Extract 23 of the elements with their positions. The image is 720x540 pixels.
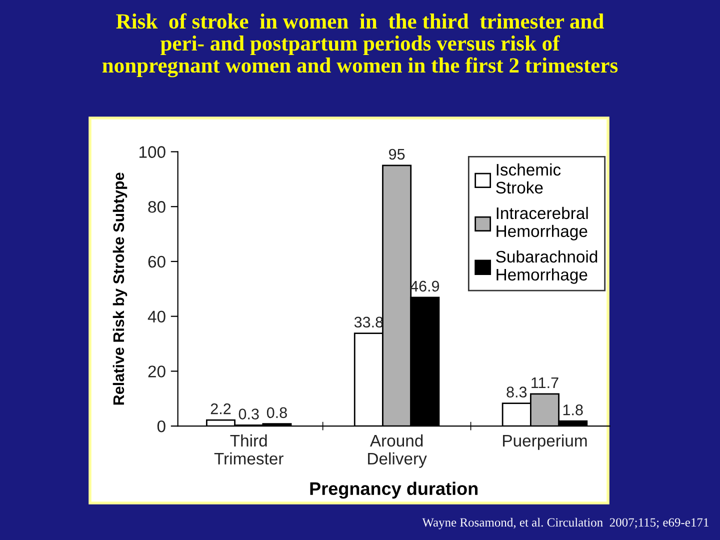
y-tick-label: 0 <box>157 420 166 432</box>
x-tick-label: Puerperium <box>503 434 587 450</box>
y-tick-label: 80 <box>148 201 166 213</box>
y-tick-label: 100 <box>140 146 166 158</box>
y-tick-label: 20 <box>148 366 166 378</box>
y-tick-label: 40 <box>148 310 166 323</box>
data-label: 2.2 <box>210 403 231 414</box>
legend-label: Ischemic Stroke <box>496 163 561 194</box>
x-tick-label: Third Trimester <box>214 434 284 465</box>
x-axis-title: Pregnancy duration <box>310 482 478 499</box>
y-tick-label: 60 <box>148 256 166 268</box>
x-tick-label: Around Delivery <box>368 434 427 468</box>
chart-title: Risk of stroke in women in the third trimester and peri- and postpartum periods versus risk of nonpregnant women and women in the first 2 trimesters <box>102 13 618 78</box>
y-axis-title: Relative Risk by Stroke Subtype <box>112 172 128 405</box>
data-label: 0.3 <box>238 408 259 420</box>
data-label: 11.7 <box>532 378 558 388</box>
legend-label: Intracerebral Hemorrhage <box>496 206 588 240</box>
data-label: 0.8 <box>266 407 287 418</box>
legend-label: Subarachnoid Hemorrhage <box>496 250 598 284</box>
data-label: 1.8 <box>563 404 583 416</box>
text: Wayne Rosamond, et al. Circulation 2007;115; e69-e171 <box>422 518 708 530</box>
data-label: 95 <box>389 148 405 160</box>
data-label: 8.3 <box>506 386 527 398</box>
